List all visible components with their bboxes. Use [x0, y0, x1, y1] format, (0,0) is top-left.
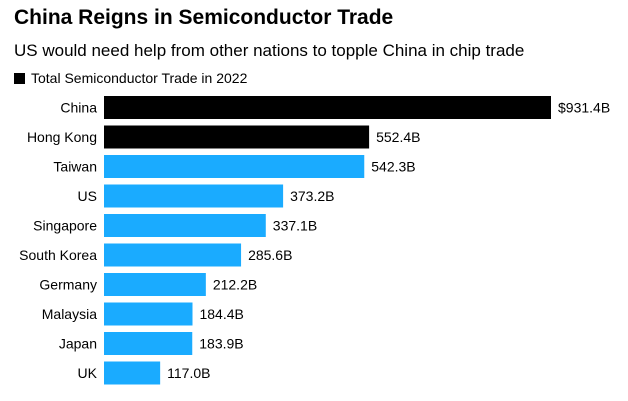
value-label: 212.2B: [213, 277, 257, 293]
chart-title: China Reigns in Semiconductor Trade: [14, 6, 394, 29]
bar-taiwan: [104, 155, 365, 178]
category-label: US: [78, 188, 97, 204]
bar-china: [104, 96, 551, 119]
bar-us: [104, 184, 284, 208]
category-label: Japan: [59, 336, 97, 352]
chart-legend: Total Semiconductor Trade in 2022: [14, 70, 247, 86]
value-label: 184.4B: [199, 306, 243, 322]
category-label: Malaysia: [42, 306, 97, 322]
bar-germany: [104, 273, 206, 296]
legend-label: Total Semiconductor Trade in 2022: [31, 70, 248, 86]
bar-malaysia: [104, 302, 193, 326]
category-label: China: [60, 100, 97, 116]
legend-swatch: [14, 72, 25, 84]
value-label: 117.0B: [167, 365, 210, 381]
value-label: 337.1B: [273, 218, 317, 234]
value-label: 542.3B: [371, 159, 415, 175]
category-label: Taiwan: [53, 159, 97, 175]
category-label: South Korea: [19, 247, 97, 263]
bar-japan: [104, 332, 193, 355]
category-label: Germany: [39, 277, 97, 293]
chart-subtitle: US would need help from other nations to…: [14, 41, 525, 60]
category-label: Singapore: [33, 218, 97, 234]
value-label: $931.4B: [558, 100, 610, 116]
value-label: 373.2B: [290, 188, 334, 204]
bar-hong-kong: [104, 125, 370, 149]
value-label: 552.4B: [376, 129, 420, 145]
value-label: 285.6B: [248, 247, 292, 263]
bar-south-korea: [104, 243, 242, 267]
bar-uk: [104, 361, 161, 385]
category-label: Hong Kong: [27, 129, 97, 145]
category-label: UK: [78, 365, 98, 381]
bar-singapore: [104, 214, 266, 237]
value-label: 183.9B: [199, 336, 243, 352]
